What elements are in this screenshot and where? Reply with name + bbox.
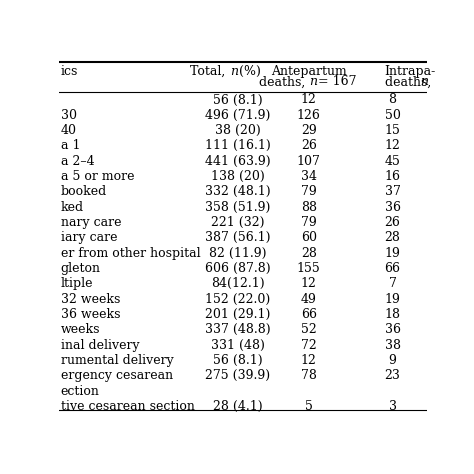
Text: 387 (56.1): 387 (56.1) (205, 231, 270, 245)
Text: 12: 12 (301, 277, 317, 291)
Text: 19: 19 (384, 293, 401, 306)
Text: 496 (71.9): 496 (71.9) (205, 109, 270, 122)
Text: 12: 12 (301, 93, 317, 107)
Text: weeks: weeks (61, 323, 100, 337)
Text: n: n (309, 75, 317, 88)
Text: 32 weeks: 32 weeks (61, 293, 120, 306)
Text: 52: 52 (301, 323, 317, 337)
Text: 12: 12 (384, 139, 401, 153)
Text: 152 (22.0): 152 (22.0) (205, 293, 270, 306)
Text: 331 (48): 331 (48) (210, 339, 264, 352)
Text: 37: 37 (384, 185, 401, 199)
Text: 337 (48.8): 337 (48.8) (205, 323, 270, 337)
Text: 82 (11.9): 82 (11.9) (209, 247, 266, 260)
Text: iary care: iary care (61, 231, 117, 245)
Text: 79: 79 (301, 216, 317, 229)
Text: deaths,: deaths, (258, 75, 309, 88)
Text: er from other hospital: er from other hospital (61, 247, 201, 260)
Text: 50: 50 (384, 109, 401, 122)
Text: ltiple: ltiple (61, 277, 93, 291)
Text: 23: 23 (384, 369, 401, 383)
Text: deaths,: deaths, (385, 75, 435, 88)
Text: 28: 28 (301, 247, 317, 260)
Text: 441 (63.9): 441 (63.9) (205, 155, 270, 168)
Text: 9: 9 (389, 354, 396, 367)
Text: 36 weeks: 36 weeks (61, 308, 120, 321)
Text: 60: 60 (301, 231, 317, 245)
Text: 138 (20): 138 (20) (210, 170, 264, 183)
Text: 26: 26 (384, 216, 401, 229)
Text: 45: 45 (384, 155, 401, 168)
Text: 15: 15 (384, 124, 401, 137)
Text: 18: 18 (384, 308, 401, 321)
Text: 38 (20): 38 (20) (215, 124, 260, 137)
Text: booked: booked (61, 185, 107, 199)
Text: 16: 16 (384, 170, 401, 183)
Text: ection: ection (61, 385, 100, 398)
Text: 111 (16.1): 111 (16.1) (205, 139, 270, 153)
Text: 3: 3 (389, 400, 396, 413)
Text: 29: 29 (301, 124, 317, 137)
Text: 5: 5 (305, 400, 313, 413)
Text: a 2–4: a 2–4 (61, 155, 94, 168)
Text: = 167: = 167 (314, 75, 357, 88)
Text: ked: ked (61, 201, 84, 214)
Text: 606 (87.8): 606 (87.8) (205, 262, 270, 275)
Text: 72: 72 (301, 339, 317, 352)
Text: a 1: a 1 (61, 139, 80, 153)
Text: 332 (48.1): 332 (48.1) (205, 185, 270, 199)
Text: 19: 19 (384, 247, 401, 260)
Text: 84(12.1): 84(12.1) (210, 277, 264, 291)
Text: ics: ics (61, 64, 78, 78)
Text: 28: 28 (384, 231, 401, 245)
Text: tive cesarean section: tive cesarean section (61, 400, 195, 413)
Text: 26: 26 (301, 139, 317, 153)
Text: n: n (230, 64, 238, 78)
Text: 28 (4.1): 28 (4.1) (213, 400, 262, 413)
Text: 7: 7 (389, 277, 396, 291)
Text: rumental delivery: rumental delivery (61, 354, 173, 367)
Text: 221 (32): 221 (32) (211, 216, 264, 229)
Text: (%): (%) (235, 64, 261, 78)
Text: 30: 30 (61, 109, 77, 122)
Text: 88: 88 (301, 201, 317, 214)
Text: 107: 107 (297, 155, 321, 168)
Text: 36: 36 (384, 201, 401, 214)
Text: Antepartum: Antepartum (271, 64, 346, 78)
Text: 201 (29.1): 201 (29.1) (205, 308, 270, 321)
Text: 56 (8.1): 56 (8.1) (213, 354, 262, 367)
Text: gleton: gleton (61, 262, 101, 275)
Text: 66: 66 (384, 262, 401, 275)
Text: 36: 36 (384, 323, 401, 337)
Text: inal delivery: inal delivery (61, 339, 139, 352)
Text: ergency cesarean: ergency cesarean (61, 369, 173, 383)
Text: 56 (8.1): 56 (8.1) (213, 93, 262, 107)
Text: 34: 34 (301, 170, 317, 183)
Text: 49: 49 (301, 293, 317, 306)
Text: 78: 78 (301, 369, 317, 383)
Text: nary care: nary care (61, 216, 121, 229)
Text: 358 (51.9): 358 (51.9) (205, 201, 270, 214)
Text: 8: 8 (389, 93, 396, 107)
Text: 79: 79 (301, 185, 317, 199)
Text: n: n (420, 75, 428, 88)
Text: 40: 40 (61, 124, 77, 137)
Text: 66: 66 (301, 308, 317, 321)
Text: Intrapa-: Intrapa- (385, 64, 436, 78)
Text: 155: 155 (297, 262, 321, 275)
Text: 275 (39.9): 275 (39.9) (205, 369, 270, 383)
Text: 12: 12 (301, 354, 317, 367)
Text: 126: 126 (297, 109, 321, 122)
Text: 38: 38 (384, 339, 401, 352)
Text: a 5 or more: a 5 or more (61, 170, 134, 183)
Text: Total,: Total, (191, 64, 230, 78)
